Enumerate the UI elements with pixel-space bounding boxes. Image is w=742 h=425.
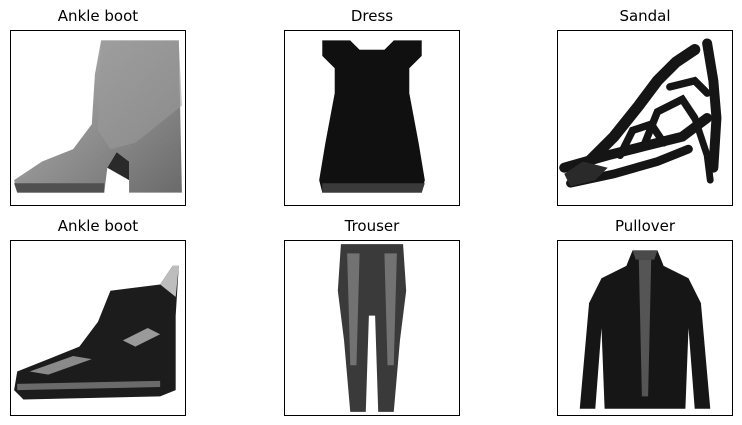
image-frame (10, 240, 186, 416)
trouser-image (337, 244, 407, 412)
image-frame (284, 240, 460, 416)
panel-title: Ankle boot (57, 7, 139, 25)
panel-title: Dress (350, 7, 394, 25)
image-frame (557, 240, 733, 416)
panel-title: Ankle boot (57, 217, 139, 235)
ankle-boot-dark-image (14, 265, 179, 400)
ankle-boot-image (14, 40, 182, 193)
image-frame (10, 30, 186, 206)
image-frame (284, 30, 460, 206)
pullover-image (579, 250, 711, 409)
panel-title: Sandal (619, 7, 671, 25)
panel-title: Pullover (614, 217, 676, 235)
sandal-image (559, 38, 722, 188)
image-frame (557, 30, 733, 206)
panel-title: Trouser (344, 217, 400, 235)
dress-image (319, 40, 425, 193)
